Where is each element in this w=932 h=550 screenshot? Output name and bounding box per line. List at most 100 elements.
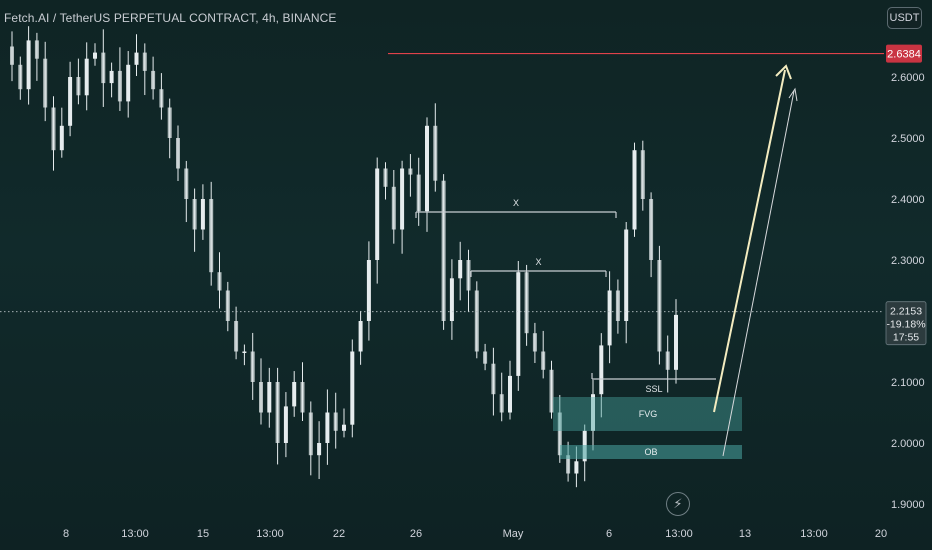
x-tick-label: 6: [606, 528, 612, 540]
candle-body: [441, 180, 446, 321]
level-x-upper-label: X: [513, 198, 519, 208]
candle-body: [184, 168, 189, 199]
level-x-lower-label: X: [535, 257, 541, 267]
candle-body: [350, 351, 355, 425]
last-price-change: -19.18%: [886, 319, 925, 331]
candle-body: [275, 382, 280, 443]
candle-body: [657, 260, 662, 352]
resistance-price-label: 2.6384: [887, 49, 921, 61]
candle-body: [34, 40, 39, 59]
candle-body: [591, 394, 595, 431]
candle-body: [375, 168, 380, 260]
candle-body: [292, 382, 297, 407]
candle-body: [10, 46, 14, 65]
y-tick-label: 2.6000: [891, 72, 925, 84]
lightning-icon[interactable]: ⚡: [666, 492, 690, 516]
y-tick-label: 1.9000: [891, 499, 925, 511]
y-tick-label: 2.0000: [891, 438, 925, 450]
candle-body: [134, 52, 139, 65]
candle-body: [599, 345, 604, 395]
candle-body: [176, 138, 180, 169]
ssl-label: SSL: [645, 384, 662, 394]
candle-body: [308, 412, 313, 456]
x-tick-label: 13:00: [665, 528, 693, 540]
candle-body: [491, 363, 496, 395]
candle-body: [167, 107, 172, 138]
candles-layer: [10, 26, 678, 488]
candle-body: [516, 272, 521, 376]
ob-zone: [560, 445, 742, 459]
x-tick-label: 13:00: [800, 528, 828, 540]
candle-body: [508, 375, 512, 413]
last-price-countdown: 17:55: [893, 332, 919, 344]
candle-body: [117, 70, 122, 102]
candle-body: [126, 64, 131, 102]
arrow-thin-head: [788, 87, 798, 102]
candle-body: [26, 40, 31, 90]
candle-body: [259, 382, 263, 413]
x-tick-label: 22: [333, 528, 345, 540]
candle-body: [43, 58, 48, 108]
candle-body: [234, 321, 239, 352]
candle-body: [483, 351, 488, 364]
lightning-glyph: ⚡: [673, 496, 683, 511]
candle-body: [101, 52, 106, 84]
candle-body: [342, 424, 346, 431]
x-tick-label: 8: [63, 528, 69, 540]
candle-body: [665, 351, 670, 370]
candle-body: [574, 461, 579, 474]
currency-button[interactable]: USDT: [887, 7, 922, 29]
candle-body: [400, 168, 405, 230]
candle-body: [674, 314, 678, 370]
y-tick-label: 2.3000: [891, 255, 925, 267]
symbol-title[interactable]: Fetch.AI / TetherUS PERPETUAL CONTRACT, …: [4, 11, 337, 25]
candle-body: [200, 199, 205, 230]
candle-body: [416, 174, 421, 212]
candle-body: [549, 369, 554, 413]
time-axis: 8 13:00 15 13:00 22 26 May 6 13:00 13 13:00 20: [63, 528, 887, 540]
candle-body: [192, 199, 197, 230]
candle-body: [159, 89, 164, 108]
candle-body: [300, 382, 305, 413]
candle-body: [217, 272, 222, 291]
candle-body: [225, 290, 230, 321]
candle-body: [250, 351, 255, 382]
candle-body: [283, 406, 288, 443]
candle-body: [267, 382, 272, 413]
candle-body: [607, 290, 612, 346]
y-tick-label: 2.5000: [891, 133, 925, 145]
candle-body: [449, 278, 454, 321]
candle-body: [18, 64, 23, 90]
y-tick-label: 2.4000: [891, 194, 925, 206]
candle-body: [242, 351, 247, 353]
arrow-thin-shaft: [722, 90, 795, 457]
last-price-badge: [885, 301, 927, 346]
candle-body: [624, 229, 629, 321]
candle-body: [408, 168, 413, 175]
candle-body: [524, 272, 529, 334]
candle-body: [499, 394, 504, 413]
arrow-main-shaft: [713, 69, 786, 413]
arrow-main-head: [775, 64, 792, 80]
candle-body: [68, 77, 73, 126]
candle-body: [109, 70, 114, 84]
candle-body: [59, 125, 64, 151]
x-tick-label: May: [503, 528, 524, 540]
candle-body: [84, 58, 89, 96]
candle-body: [566, 455, 571, 474]
x-tick-label: 13:00: [121, 528, 149, 540]
x-tick-label: 26: [410, 528, 422, 540]
candle-body: [640, 150, 645, 199]
candle-body: [541, 351, 546, 370]
fvg-zone: [553, 397, 742, 431]
candle-body: [366, 260, 371, 321]
candle-body: [383, 168, 388, 187]
fvg-label: FVG: [639, 409, 658, 419]
candle-body: [649, 199, 654, 260]
x-tick-label: 20: [875, 528, 887, 540]
candle-body: [93, 52, 97, 59]
resistance-price-badge: [886, 44, 922, 63]
candle-body: [358, 321, 363, 352]
candle-body: [317, 443, 322, 456]
